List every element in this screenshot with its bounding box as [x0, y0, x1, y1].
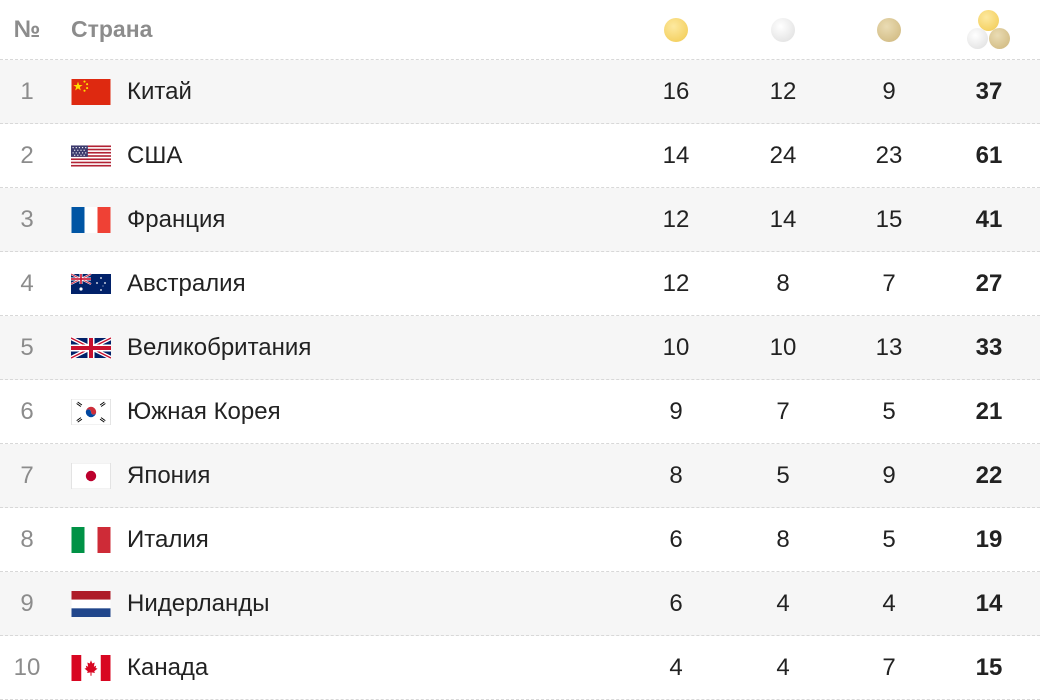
table-row[interactable]: 2 США 14 24 23 — [0, 124, 1040, 188]
total-count: 14 — [975, 589, 1003, 617]
bronze-count: 9 — [882, 461, 896, 489]
rank: 1 — [20, 77, 34, 105]
country-name[interactable]: Южная Корея — [127, 397, 281, 425]
gold-count: 6 — [669, 525, 683, 553]
bronze-column-header — [849, 0, 929, 59]
bronze-count: 5 — [882, 525, 896, 553]
rank: 3 — [20, 205, 34, 233]
china-flag-icon — [71, 60, 111, 123]
silver-count: 8 — [776, 525, 790, 553]
table-row[interactable]: 7 Япония 8 5 9 22 — [0, 444, 1040, 508]
table-row[interactable]: 9 Нидерланды 6 4 4 14 — [0, 572, 1040, 636]
rank: 9 — [20, 589, 34, 617]
total-count: 27 — [975, 269, 1003, 297]
australia-flag-icon — [71, 252, 111, 315]
silver-count: 24 — [769, 141, 797, 169]
rank: 8 — [20, 525, 34, 553]
bronze-medal-icon — [877, 17, 901, 42]
country-name[interactable]: Китай — [127, 77, 192, 105]
total-count: 37 — [975, 77, 1003, 105]
country-name[interactable]: США — [127, 141, 183, 169]
country-name[interactable]: Япония — [127, 461, 211, 489]
italy-flag-icon — [71, 508, 111, 571]
table-header: № Страна — [0, 0, 1040, 60]
table-row[interactable]: 5 Великобритания 10 10 13 33 — [0, 316, 1040, 380]
rank: 4 — [20, 269, 34, 297]
table-row[interactable]: 10 Канада 4 4 7 15 — [0, 636, 1040, 700]
silver-count: 7 — [776, 397, 790, 425]
france-flag-icon — [71, 188, 111, 251]
table-row[interactable]: 3 Франция 12 14 15 41 — [0, 188, 1040, 252]
netherlands-flag-icon — [71, 572, 111, 635]
total-column-header — [949, 0, 1029, 59]
rank: 5 — [20, 333, 34, 361]
country-column-header: Страна — [71, 16, 153, 42]
country-name[interactable]: Франция — [127, 205, 226, 233]
gold-count: 9 — [669, 397, 683, 425]
usa-flag-icon — [71, 124, 111, 187]
total-count: 61 — [975, 141, 1003, 169]
gold-count: 4 — [669, 653, 683, 681]
country-name[interactable]: Нидерланды — [127, 589, 270, 617]
table-row[interactable]: 8 Италия 6 8 5 19 — [0, 508, 1040, 572]
country-name[interactable]: Италия — [127, 525, 209, 553]
silver-count: 12 — [769, 77, 797, 105]
gold-count: 14 — [662, 141, 690, 169]
gold-column-header — [636, 0, 716, 59]
bronze-count: 15 — [875, 205, 903, 233]
country-name[interactable]: Канада — [127, 653, 209, 681]
table-row[interactable]: 4 — [0, 252, 1040, 316]
silver-column-header — [743, 0, 823, 59]
table-row[interactable]: 1 Китай 16 12 9 37 — [0, 60, 1040, 124]
gold-count: 10 — [662, 333, 690, 361]
uk-flag-icon — [71, 316, 111, 379]
gold-medal-icon — [664, 17, 688, 42]
silver-count: 14 — [769, 205, 797, 233]
total-count: 22 — [975, 461, 1003, 489]
total-medals-icon — [965, 9, 1013, 50]
japan-flag-icon — [71, 444, 111, 507]
gold-count: 16 — [662, 77, 690, 105]
bronze-count: 23 — [875, 141, 903, 169]
rank: 10 — [13, 653, 41, 681]
gold-count: 12 — [662, 205, 690, 233]
rank: 7 — [20, 461, 34, 489]
silver-count: 5 — [776, 461, 790, 489]
table-row[interactable]: 6 Южная Корея 9 7 5 21 — [0, 380, 1040, 444]
total-count: 19 — [975, 525, 1003, 553]
south-korea-flag-icon — [71, 380, 111, 443]
rank: 6 — [20, 397, 34, 425]
gold-count: 8 — [669, 461, 683, 489]
silver-count: 8 — [776, 269, 790, 297]
rank: 2 — [20, 141, 34, 169]
silver-count: 4 — [776, 589, 790, 617]
bronze-count: 9 — [882, 77, 896, 105]
total-count: 21 — [975, 397, 1003, 425]
bronze-count: 7 — [882, 653, 896, 681]
silver-count: 4 — [776, 653, 790, 681]
bronze-count: 4 — [882, 589, 896, 617]
silver-count: 10 — [769, 333, 797, 361]
country-name[interactable]: Великобритания — [127, 333, 312, 361]
bronze-count: 5 — [882, 397, 896, 425]
canada-flag-icon — [71, 636, 111, 699]
total-count: 15 — [975, 653, 1003, 681]
gold-count: 6 — [669, 589, 683, 617]
gold-count: 12 — [662, 269, 690, 297]
silver-medal-icon — [771, 17, 795, 42]
total-count: 41 — [975, 205, 1003, 233]
total-count: 33 — [975, 333, 1003, 361]
bronze-count: 7 — [882, 269, 896, 297]
rank-column-header: № — [13, 15, 41, 43]
bronze-count: 13 — [875, 333, 903, 361]
country-name[interactable]: Австралия — [127, 269, 246, 297]
